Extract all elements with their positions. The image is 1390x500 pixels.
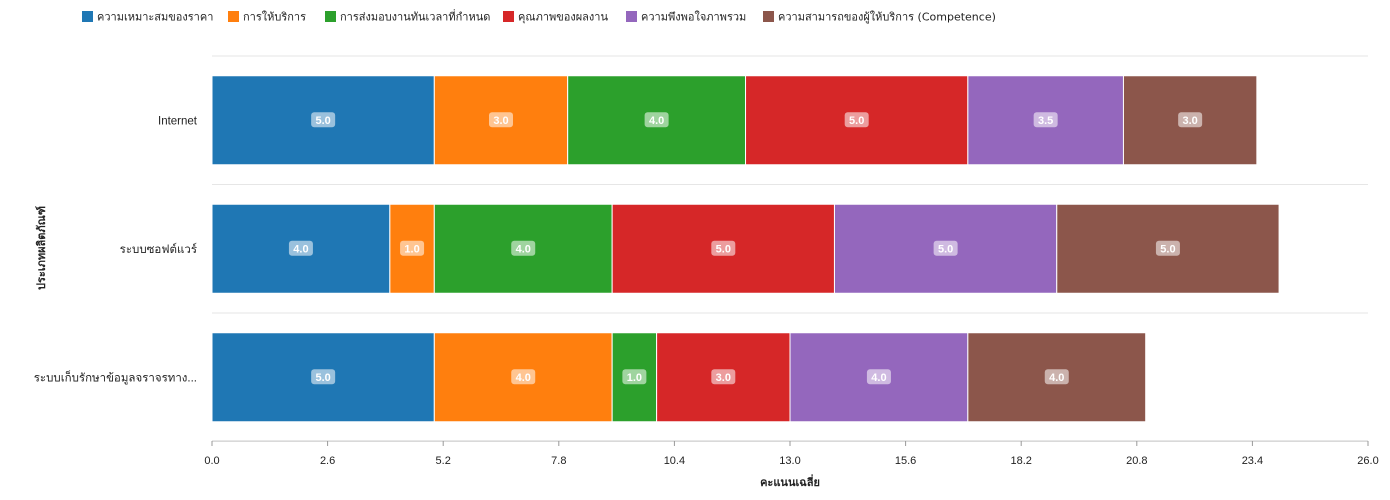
legend: ความเหมาะสมของราคา การให้บริการ การส่งมอบง… [82,9,996,24]
y-tick-label: Internet [158,115,198,127]
data-label-bg [511,240,536,256]
data-label-bg [1044,369,1069,385]
data-label: 5.0 [1160,243,1175,255]
data-label-bg [400,240,425,256]
bars: 5.0 3.0 4.0 5.0 3.5 3.0 4.0 1.0 4.0 5.0 5.0 5.0 5.0 4… [211,75,1280,423]
legend-label-1[interactable]: การให้บริการ [243,11,306,24]
data-label: 5.0 [316,115,331,127]
legend-label-0[interactable]: ความเหมาะสมของราคา [97,11,213,24]
data-label: 4.0 [649,115,664,127]
legend-swatch-2[interactable] [325,11,336,22]
data-label-bg [489,112,513,128]
data-label: 3.0 [493,115,508,127]
x-tick-label: 13.0 [779,455,800,467]
x-tick-label: 5.2 [436,455,451,467]
x-axis-title: คะแนนเฉลี่ย [760,474,820,489]
x-tick-label: 20.8 [1126,455,1147,467]
data-label-bg [644,112,669,128]
data-label-bg [711,240,736,256]
data-label-bg [1178,112,1203,128]
legend-label-5[interactable]: ความสามารถของผู้ให้บริการ (Competence) [778,11,996,24]
legend-swatch-1[interactable] [228,11,239,22]
x-tick-label: 18.2 [1010,455,1031,467]
x-tick-label: 7.8 [551,455,566,467]
data-label: 4.0 [516,243,531,255]
x-tick-label: 26.0 [1357,455,1378,467]
data-label-bg [288,240,313,256]
legend-swatch-3[interactable] [503,11,514,22]
x-tick-label: 2.6 [320,455,335,467]
y-axis: Internet ระบบซอฟต์แวร์ระบบเก็บรักษาข้อมูล… [34,115,198,384]
data-label-bg [933,240,958,256]
data-label: 1.0 [404,243,419,255]
x-tick-label: 0.0 [204,455,219,467]
y-axis-title: ประเภทผลิตภัณฑ์ [35,206,48,290]
data-label-bg [844,112,869,128]
data-label-bg [311,369,336,385]
legend-label-2[interactable]: การส่งมอบงานทันเวลาที่กำหนด [340,9,490,24]
data-label-bg [866,369,891,385]
data-label: 5.0 [849,115,864,127]
data-label: 3.5 [1038,115,1053,127]
data-label-bg [711,369,736,385]
data-label-bg [311,112,336,128]
data-label: 4.0 [871,372,886,384]
data-label-bg [1155,240,1180,256]
data-label: 3.0 [716,372,731,384]
data-label: 4.0 [516,372,531,384]
data-label: 5.0 [316,372,331,384]
x-tick-label: 10.4 [664,455,685,467]
data-label: 4.0 [293,243,308,255]
data-label-bg [1033,112,1058,128]
y-tick-label: ระบบเก็บรักษาข้อมูลจราจรทาง... [34,369,197,384]
legend-label-4[interactable]: ความพึงพอใจภาพรวม [641,11,746,24]
data-label-bg [622,369,647,385]
data-label: 5.0 [938,243,953,255]
x-axis: 0.0 2.6 5.2 7.8 10.4 13.0 15.6 18.2 20.8 23.4 26.0 [204,440,1379,467]
legend-swatch-5[interactable] [763,11,774,22]
data-label: 4.0 [1049,372,1064,384]
data-label: 3.0 [1183,115,1198,127]
legend-label-3[interactable]: คุณภาพของผลงาน [518,11,608,24]
x-tick-label: 23.4 [1242,455,1263,467]
data-label: 5.0 [716,243,731,255]
x-tick-label: 15.6 [895,455,916,467]
data-label-bg [511,369,536,385]
data-label: 1.0 [627,372,642,384]
legend-swatch-4[interactable] [626,11,637,22]
y-tick-label: ระบบซอฟต์แวร์ [120,242,197,256]
legend-swatch-0[interactable] [82,11,93,22]
